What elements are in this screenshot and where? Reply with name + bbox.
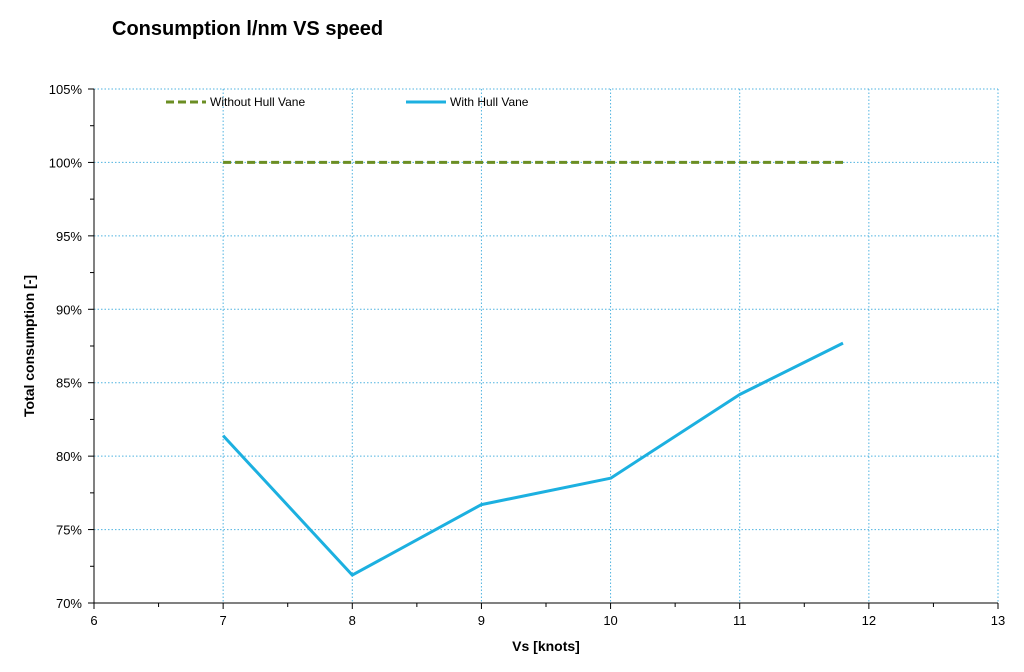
x-tick-label: 11 [733,613,747,628]
y-tick-label: 70% [56,596,82,611]
x-tick-label: 8 [349,613,356,628]
x-tick-label: 9 [478,613,485,628]
legend-label: Without Hull Vane [210,95,305,109]
x-tick-label: 7 [220,613,227,628]
axes: 6 7 8 9 10 11 12 13 70% 75% 80% 85% 90% 95% 100% 105% [49,82,1005,628]
x-tick-label: 10 [603,613,617,628]
series-line-with-hull-vane [221,341,844,577]
y-tick-label: 95% [56,229,82,244]
y-tick-label: 85% [56,376,82,391]
x-tick-label: 6 [90,613,97,628]
series-lines [221,160,844,577]
y-tick-label: 105% [49,82,83,97]
grid-lines [94,88,999,603]
y-tick-label: 75% [56,523,82,538]
y-tick-label: 100% [49,155,83,170]
chart-title: Consumption l/nm VS speed [112,18,384,40]
x-tick-label: 13 [991,613,1005,628]
y-tick-label: 90% [56,302,82,317]
y-tick-label: 80% [56,449,82,464]
legend-label: With Hull Vane [450,95,529,109]
y-axis-title: Total consumption [-] [21,275,37,417]
x-tick-label: 12 [862,613,876,628]
x-axis-title: Vs [knots] [512,638,580,654]
legend: Without Hull Vane With Hull Vane [166,95,529,109]
